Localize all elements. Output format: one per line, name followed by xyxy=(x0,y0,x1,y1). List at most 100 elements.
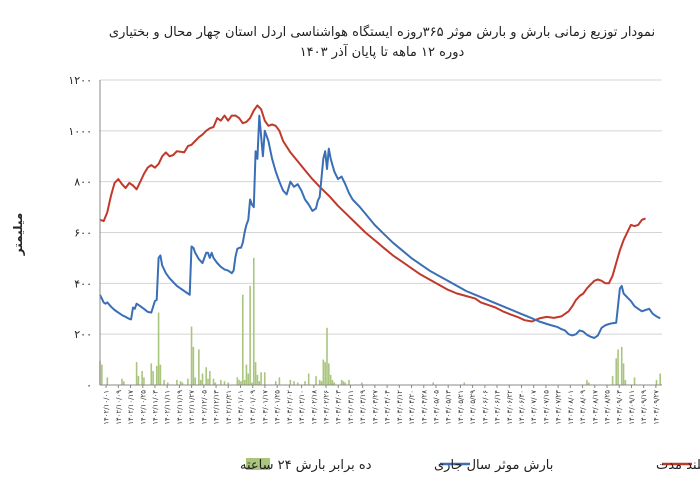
rain-bar xyxy=(304,381,306,385)
x-tick-label: ۱۴۰۲/۱۰/۲۵ xyxy=(139,390,147,425)
x-tick-label: ۱۴۰۳/۰۹/۱۱ xyxy=(628,390,636,425)
rain-bar xyxy=(176,379,178,385)
daily-rain-bars xyxy=(99,257,661,385)
rain-bar xyxy=(260,372,262,385)
rain-bar xyxy=(106,377,109,385)
rain-bar xyxy=(152,371,154,385)
rain-bar xyxy=(137,376,140,385)
rain-bar xyxy=(101,364,103,385)
rain-bar xyxy=(243,379,246,385)
rain-bar xyxy=(326,327,328,385)
rain-bar xyxy=(135,362,138,385)
gridlines xyxy=(100,79,662,335)
rain-bar xyxy=(223,381,226,385)
rain-bar xyxy=(274,381,277,385)
legend-label-longterm: بارش موثر در بلند مدت xyxy=(656,458,700,473)
rain-bar xyxy=(143,377,145,385)
y-axis-ticks: ۰ ۲۰۰ ۴۰۰ ۶۰۰ ۸۰۰ ۱۰۰۰ ۱۲۰۰ xyxy=(68,74,92,392)
x-tick-label: ۱۴۰۳/۰۴/۰۴ xyxy=(384,390,392,425)
rain-bar xyxy=(307,373,310,385)
x-tick-label: ۱۴۰۳/۰۲/۱۸ xyxy=(310,390,318,425)
rain-bar xyxy=(624,379,627,385)
y-axis-label: میلیمتر xyxy=(11,213,25,257)
rain-bar xyxy=(611,376,614,385)
legend-label-bars: ده برابر بارش ۲۴ ساعته xyxy=(240,458,372,473)
y-tick-label: ۸۰۰ xyxy=(74,176,92,189)
chart-title-line1: نمودار توزیع زمانی بارش و بارش موثر ۳۶۵ر… xyxy=(109,24,655,40)
x-tick-label: ۱۴۰۳/۰۳/۱۹ xyxy=(359,390,367,425)
rain-bar xyxy=(293,381,295,385)
rain-bar xyxy=(328,363,330,385)
rain-bar xyxy=(121,378,123,385)
rain-bar xyxy=(342,381,345,385)
x-tick-label: ۱۴۰۳/۰۴/۲۸ xyxy=(420,390,428,425)
rain-bar xyxy=(263,372,266,385)
rain-bar xyxy=(209,371,211,385)
rain-bar xyxy=(181,382,184,385)
rain-bar xyxy=(155,365,158,385)
chart-title-line2: دوره ۱۲ ماهه تا پایان آذر ۱۴۰۳ xyxy=(300,43,465,60)
x-tick-label: ۱۴۰۲/۱۲/۰۵ xyxy=(200,390,208,425)
rain-bar xyxy=(252,257,255,385)
rain-bar xyxy=(432,382,434,385)
x-tick-label: ۱۴۰۳/۰۶/۰۶ xyxy=(481,390,489,425)
rain-bar xyxy=(249,285,251,385)
rain-bar xyxy=(463,382,466,385)
rain-bar xyxy=(587,382,590,385)
x-tick-label: ۱۴۰۲/۱۲/۱۳ xyxy=(213,390,221,425)
rain-bar xyxy=(617,349,619,385)
rain-bar xyxy=(220,379,222,385)
rain-bar xyxy=(322,359,325,385)
x-tick-label: ۱۴۰۳/۰۶/۳۰ xyxy=(518,390,526,425)
series-line-current xyxy=(99,114,661,339)
rain-bar xyxy=(320,381,323,385)
series-lines xyxy=(99,104,661,339)
x-tick-label: ۱۴۰۳/۰۸/۰۹ xyxy=(579,390,587,425)
rain-bar xyxy=(251,382,253,385)
y-tick-label: ۴۰۰ xyxy=(74,277,92,290)
rain-bar xyxy=(258,381,261,385)
rain-bar xyxy=(179,381,182,385)
rain-bar xyxy=(331,379,334,385)
rain-bar xyxy=(659,373,661,385)
rain-bar xyxy=(324,362,326,385)
x-tick-label: ۱۴۰۲/۱۰/۰۹ xyxy=(115,390,123,425)
x-tick-label: ۱۴۰۳/۰۷/۱۵ xyxy=(542,390,550,425)
x-tick-label: ۱۴۰۳/۰۱/۲۵ xyxy=(274,390,282,425)
x-tick-label: ۱۴۰۳/۰۱/۱۷ xyxy=(261,390,269,425)
x-tick-label: ۱۴۰۳/۰۶/۱۴ xyxy=(494,390,502,425)
rain-bar xyxy=(278,377,281,385)
rain-bar xyxy=(622,363,625,385)
y-tick-label: ۲۰۰ xyxy=(74,328,92,341)
x-tick-label: ۱۴۰۳/۰۵/۰۵ xyxy=(433,390,441,425)
rain-bar xyxy=(241,294,244,385)
rain-bar xyxy=(157,312,160,385)
rain-bar xyxy=(166,382,169,385)
rain-bar xyxy=(194,377,196,385)
x-tick-label: ۱۴۰۳/۰۲/۲۶ xyxy=(323,390,331,425)
rain-bar xyxy=(227,382,229,385)
y-tick-label: ۱۰۰۰ xyxy=(68,125,92,138)
x-tick-label: ۱۴۰۳/۰۸/۰۱ xyxy=(567,390,575,425)
x-tick-label: ۱۴۰۲/۱۰/۱۷ xyxy=(127,390,135,425)
rain-bar xyxy=(205,367,207,385)
rain-bar xyxy=(201,373,204,385)
rain-bar xyxy=(192,346,195,385)
y-tick-label: ۶۰۰ xyxy=(74,227,92,240)
rain-bar xyxy=(333,382,336,385)
rain-bar xyxy=(348,379,350,385)
rain-bar xyxy=(198,349,200,385)
rain-bar xyxy=(289,379,292,385)
x-tick-label: ۱۴۰۳/۰۶/۲۲ xyxy=(506,390,514,425)
x-tick-label: ۱۴۰۳/۰۵/۱۳ xyxy=(445,390,453,425)
x-tick-label: ۱۴۰۳/۰۵/۲۱ xyxy=(457,390,465,425)
x-tick-label: ۱۴۰۳/۰۷/۲۳ xyxy=(555,390,563,425)
rain-bar xyxy=(340,379,343,385)
x-tick-label: ۱۴۰۳/۰۱/۰۹ xyxy=(249,390,257,425)
rain-bar xyxy=(344,382,347,385)
x-tick-label: ۱۴۰۲/۱۱/۱۹ xyxy=(176,390,184,425)
rain-bar xyxy=(214,382,217,385)
x-tick-label: ۱۴۰۳/۰۱/۰۱ xyxy=(237,390,245,425)
x-axis-ticks: ۱۴۰۲/۱۰/۰۱ ۱۴۰۲/۱۰/۰۹ ۱۴۰۲/۱۰/۱۷ ۱۴۰۲/۱۰/۲۵… xyxy=(103,385,660,425)
x-tick-label: ۱۴۰۳/۰۹/۱۹ xyxy=(640,390,648,425)
